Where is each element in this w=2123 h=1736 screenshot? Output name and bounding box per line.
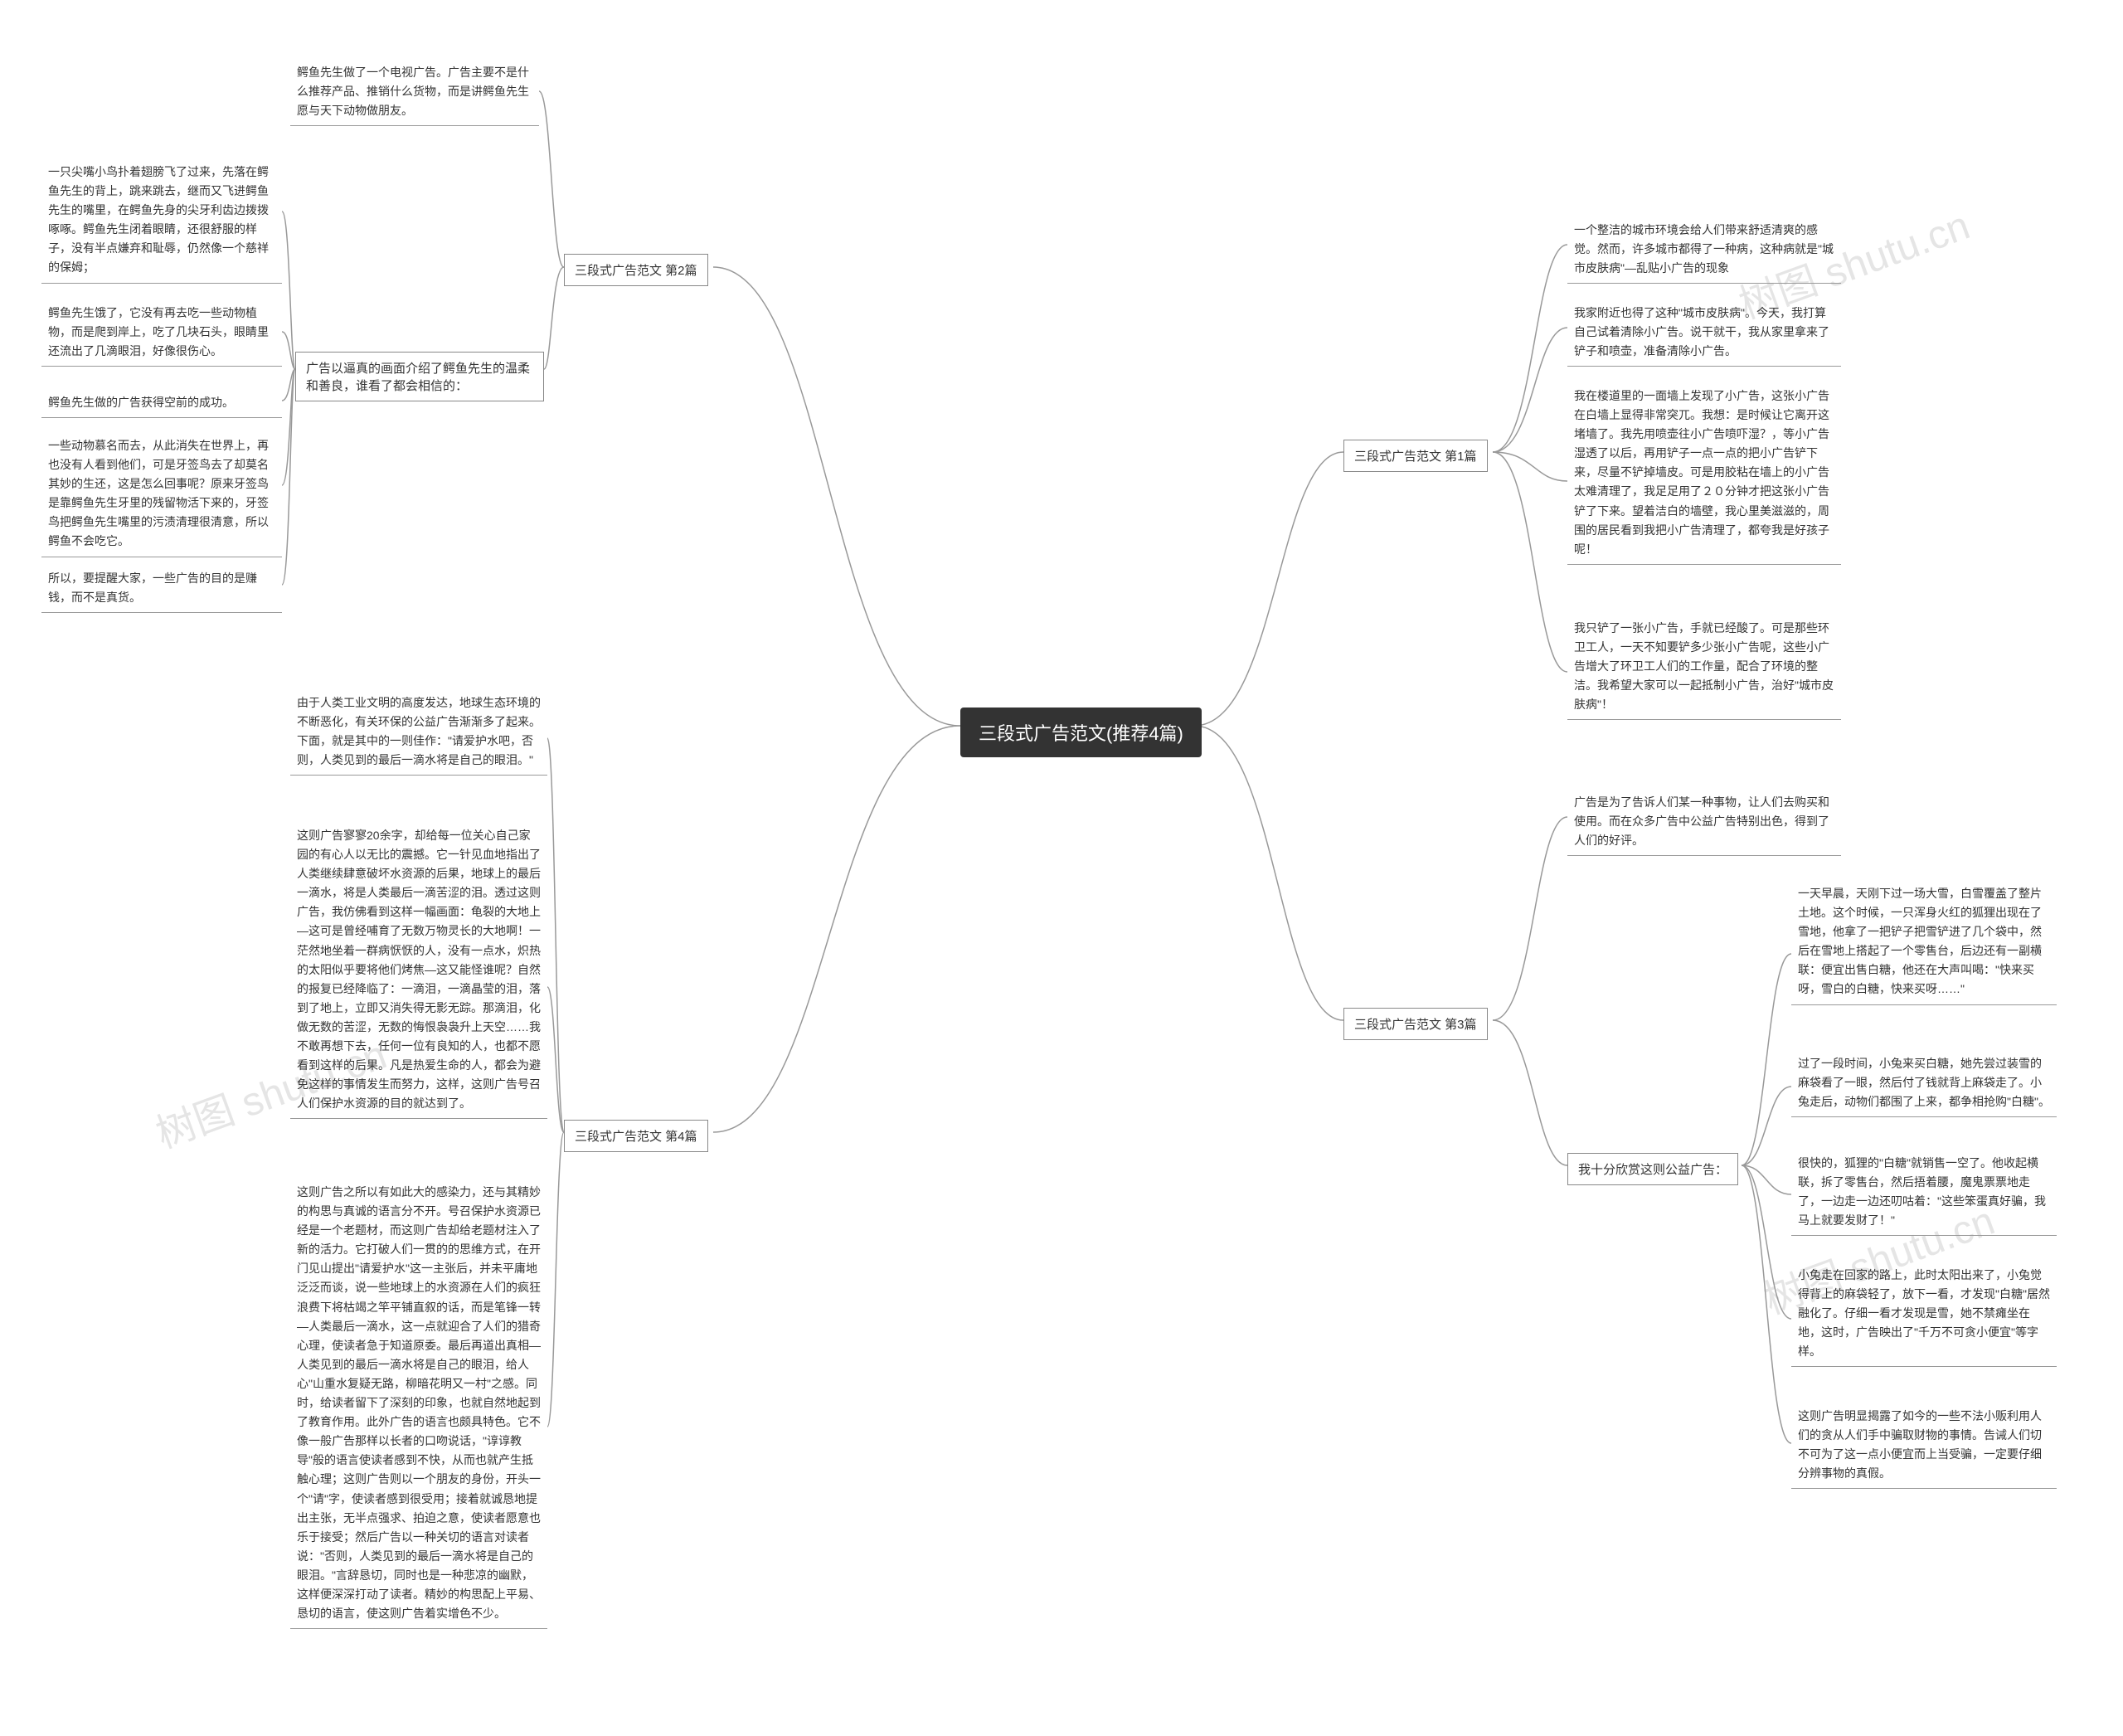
leaf-b3-intro: 广告是为了告诉人们某一种事物，让人们去购买和使用。而在众多广告中公益广告特别出色… (1567, 788, 1841, 856)
leaf-b2-3: 一些动物慕名而去，从此消失在世界上，再也没有人看到他们，可是牙签鸟去了却莫名其妙… (41, 431, 282, 557)
leaf-b4-2: 这则广告之所以有如此大的感染力，还与其精妙的构思与真诚的语言分不开。号召保护水资… (290, 1178, 547, 1629)
leaf-b1-3: 我只铲了一张小广告，手就已经酸了。可是那些环卫工人，一天不知要铲多少张小广告呢，… (1567, 614, 1841, 720)
branch-node-2: 三段式广告范文 第2篇 (564, 254, 708, 286)
leaf-b2-intro: 鳄鱼先生做了一个电视广告。广告主要不是什么推荐产品、推销什么货物，而是讲鳄鱼先生… (290, 58, 539, 126)
sub-node-b3: 我十分欣赏这则公益广告： (1567, 1153, 1738, 1185)
leaf-b2-0: 一只尖嘴小鸟扑着翅膀飞了过来，先落在鳄鱼先生的背上，跳来跳去，继而又飞进鳄鱼先生… (41, 158, 282, 284)
leaf-b4-0: 由于人类工业文明的高度发达，地球生态环境的不断恶化，有关环保的公益广告渐渐多了起… (290, 688, 547, 776)
leaf-b3-3: 小兔走在回家的路上，此时太阳出来了，小兔觉得背上的麻袋轻了，放下一看，才发现"白… (1791, 1261, 2057, 1367)
root-node: 三段式广告范文(推荐4篇) (960, 708, 1202, 757)
leaf-b3-1: 过了一段时间，小兔来买白糖，她先尝过装雪的麻袋看了一眼，然后付了钱就背上麻袋走了… (1791, 1049, 2057, 1117)
leaf-b3-4: 这则广告明显揭露了如今的一些不法小贩利用人们的贪从人们手中骗取财物的事情。告诫人… (1791, 1402, 2057, 1489)
branch-node-1: 三段式广告范文 第1篇 (1343, 440, 1488, 472)
branch-node-4: 三段式广告范文 第4篇 (564, 1120, 708, 1152)
leaf-b1-0: 一个整洁的城市环境会给人们带来舒适清爽的感觉。然而，许多城市都得了一种病，这种病… (1567, 216, 1841, 284)
sub-node-b2: 广告以逼真的画面介绍了鳄鱼先生的温柔和善良，谁看了都会相信的： (295, 352, 544, 401)
branch-node-3: 三段式广告范文 第3篇 (1343, 1008, 1488, 1040)
leaf-b2-1: 鳄鱼先生饿了，它没有再去吃一些动物植物，而是爬到岸上，吃了几块石头，眼睛里还流出… (41, 299, 282, 367)
leaf-b1-1: 我家附近也得了这种"城市皮肤病"。今天，我打算自己试着清除小广告。说干就干，我从… (1567, 299, 1841, 367)
leaf-b4-1: 这则广告寥寥20余字，却给每一位关心自己家园的有心人以无比的震撼。它一针见血地指… (290, 821, 547, 1119)
leaf-b3-0: 一天早晨，天刚下过一场大雪，白雪覆盖了整片土地。这个时候，一只浑身火红的狐狸出现… (1791, 879, 2057, 1005)
leaf-b2-4: 所以，要提醒大家，一些广告的目的是赚钱，而不是真货。 (41, 564, 282, 613)
leaf-b1-2: 我在楼道里的一面墙上发现了小广告，这张小广告在白墙上显得非常突兀。我想：是时候让… (1567, 382, 1841, 565)
leaf-b3-2: 很快的，狐狸的"白糖"就销售一空了。他收起横联，拆了零售台，然后捂着腰，魔鬼票票… (1791, 1149, 2057, 1236)
leaf-b2-2: 鳄鱼先生做的广告获得空前的成功。 (41, 388, 282, 418)
